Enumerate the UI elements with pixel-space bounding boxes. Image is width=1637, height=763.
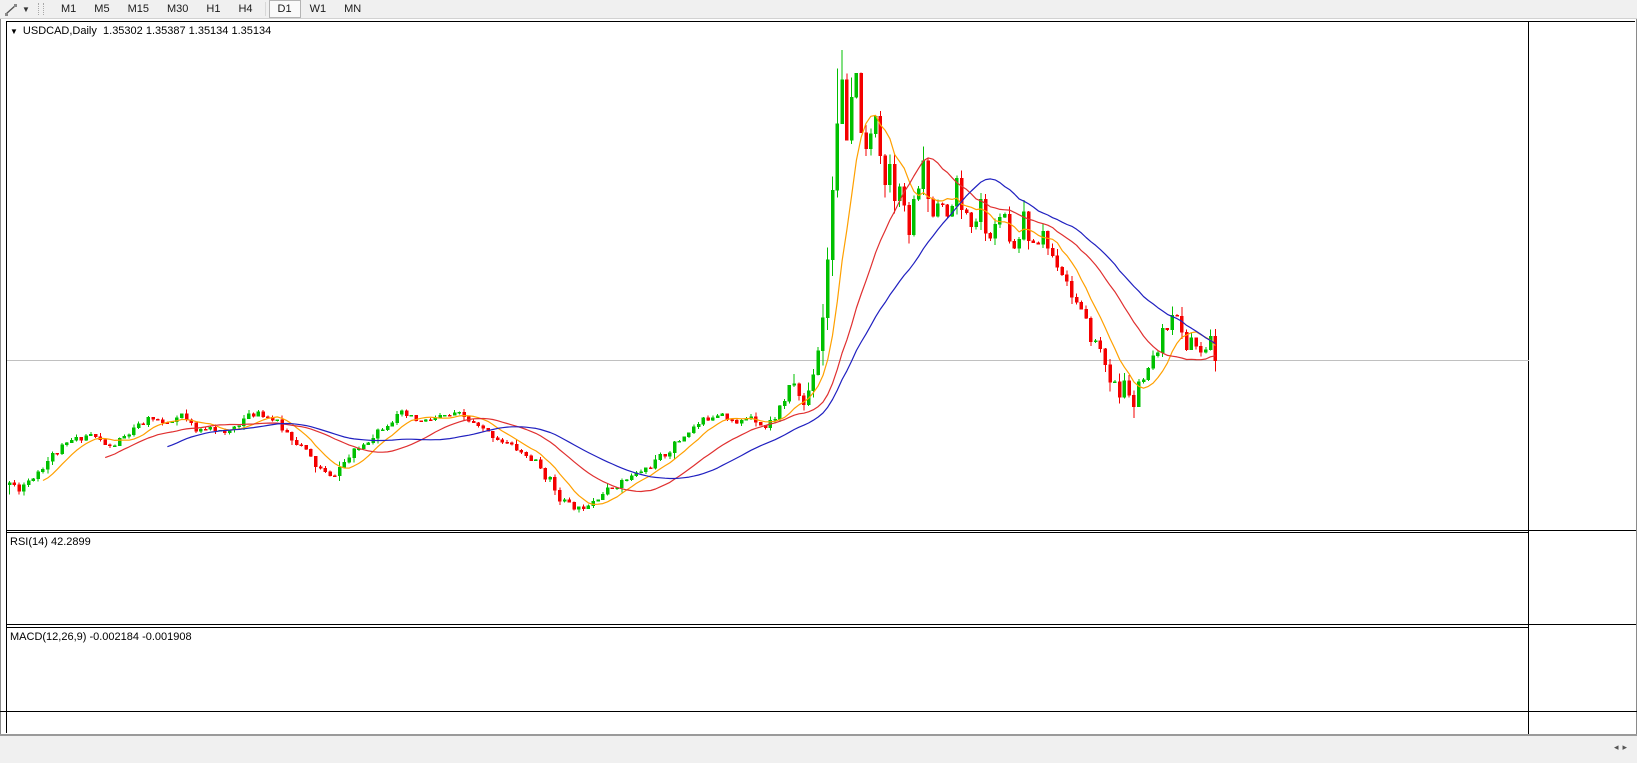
toolbar-grip xyxy=(38,3,44,15)
macd-label: MACD(12,26,9) -0.002184 -0.001908 xyxy=(10,631,192,643)
objects-collapse-icon[interactable]: ▼ xyxy=(10,27,18,36)
timeframe-separator xyxy=(264,2,266,16)
splitter-main-rsi[interactable] xyxy=(6,530,1636,531)
splitter-main-rsi-2[interactable] xyxy=(6,532,1528,533)
chart-tab-bar xyxy=(0,735,1637,763)
macd-panel-canvas[interactable] xyxy=(0,628,1529,711)
timeframe-button-w1[interactable]: W1 xyxy=(309,3,327,15)
timeframe-button-d1[interactable]: D1 xyxy=(268,0,301,18)
chart-top-border xyxy=(6,21,1635,22)
tool-dropdown-caret-icon[interactable]: ▼ xyxy=(22,4,30,14)
chart-window xyxy=(0,19,1637,763)
timeframe-button-h1[interactable]: H1 xyxy=(206,3,221,15)
tab-scroll-right-icon[interactable]: ▸ xyxy=(1622,742,1631,752)
rsi-label: RSI(14) 42.2899 xyxy=(10,536,91,548)
chart-left-border xyxy=(6,21,7,733)
moving-average-8 xyxy=(42,114,1216,505)
trendline-tool-icon[interactable] xyxy=(2,1,20,17)
chart-ohlc-values: 1.35302 1.35387 1.35134 1.35134 xyxy=(103,25,272,37)
rsi-panel-canvas[interactable] xyxy=(0,533,1529,623)
timeframe-toolbar: ▼ M1 M5 M15 M30 H1 H4 D1 W1 MN xyxy=(0,0,1637,19)
splitter-rsi-macd-2[interactable] xyxy=(6,627,1528,628)
date-axis-separator xyxy=(0,711,1637,712)
timeframe-button-mn[interactable]: MN xyxy=(344,3,362,15)
chart-title: ▼ USDCAD,Daily 1.35302 1.35387 1.35134 1.… xyxy=(10,25,271,37)
timeframe-button-m5[interactable]: M5 xyxy=(94,3,110,15)
price-axis-separator xyxy=(1528,21,1529,734)
timeframe-button-m30[interactable]: M30 xyxy=(166,3,189,15)
tab-scroll-arrows[interactable]: ◂▸ xyxy=(1614,742,1631,753)
moving-average-34 xyxy=(167,178,1216,480)
price-chart-canvas[interactable] xyxy=(0,19,1529,530)
splitter-rsi-macd[interactable] xyxy=(6,624,1636,625)
timeframe-button-h4[interactable]: H4 xyxy=(238,3,253,15)
tab-scroll-left-icon[interactable]: ◂ xyxy=(1613,742,1623,752)
timeframe-button-m1[interactable]: M1 xyxy=(61,3,77,15)
moving-average-21 xyxy=(104,157,1216,493)
candlestick-series xyxy=(7,49,1218,513)
window-left-border xyxy=(0,19,1,763)
tabbar-separator xyxy=(0,734,1637,735)
chart-symbol-label: USDCAD,Daily xyxy=(22,25,97,37)
timeframe-button-m15[interactable]: M15 xyxy=(127,3,149,15)
